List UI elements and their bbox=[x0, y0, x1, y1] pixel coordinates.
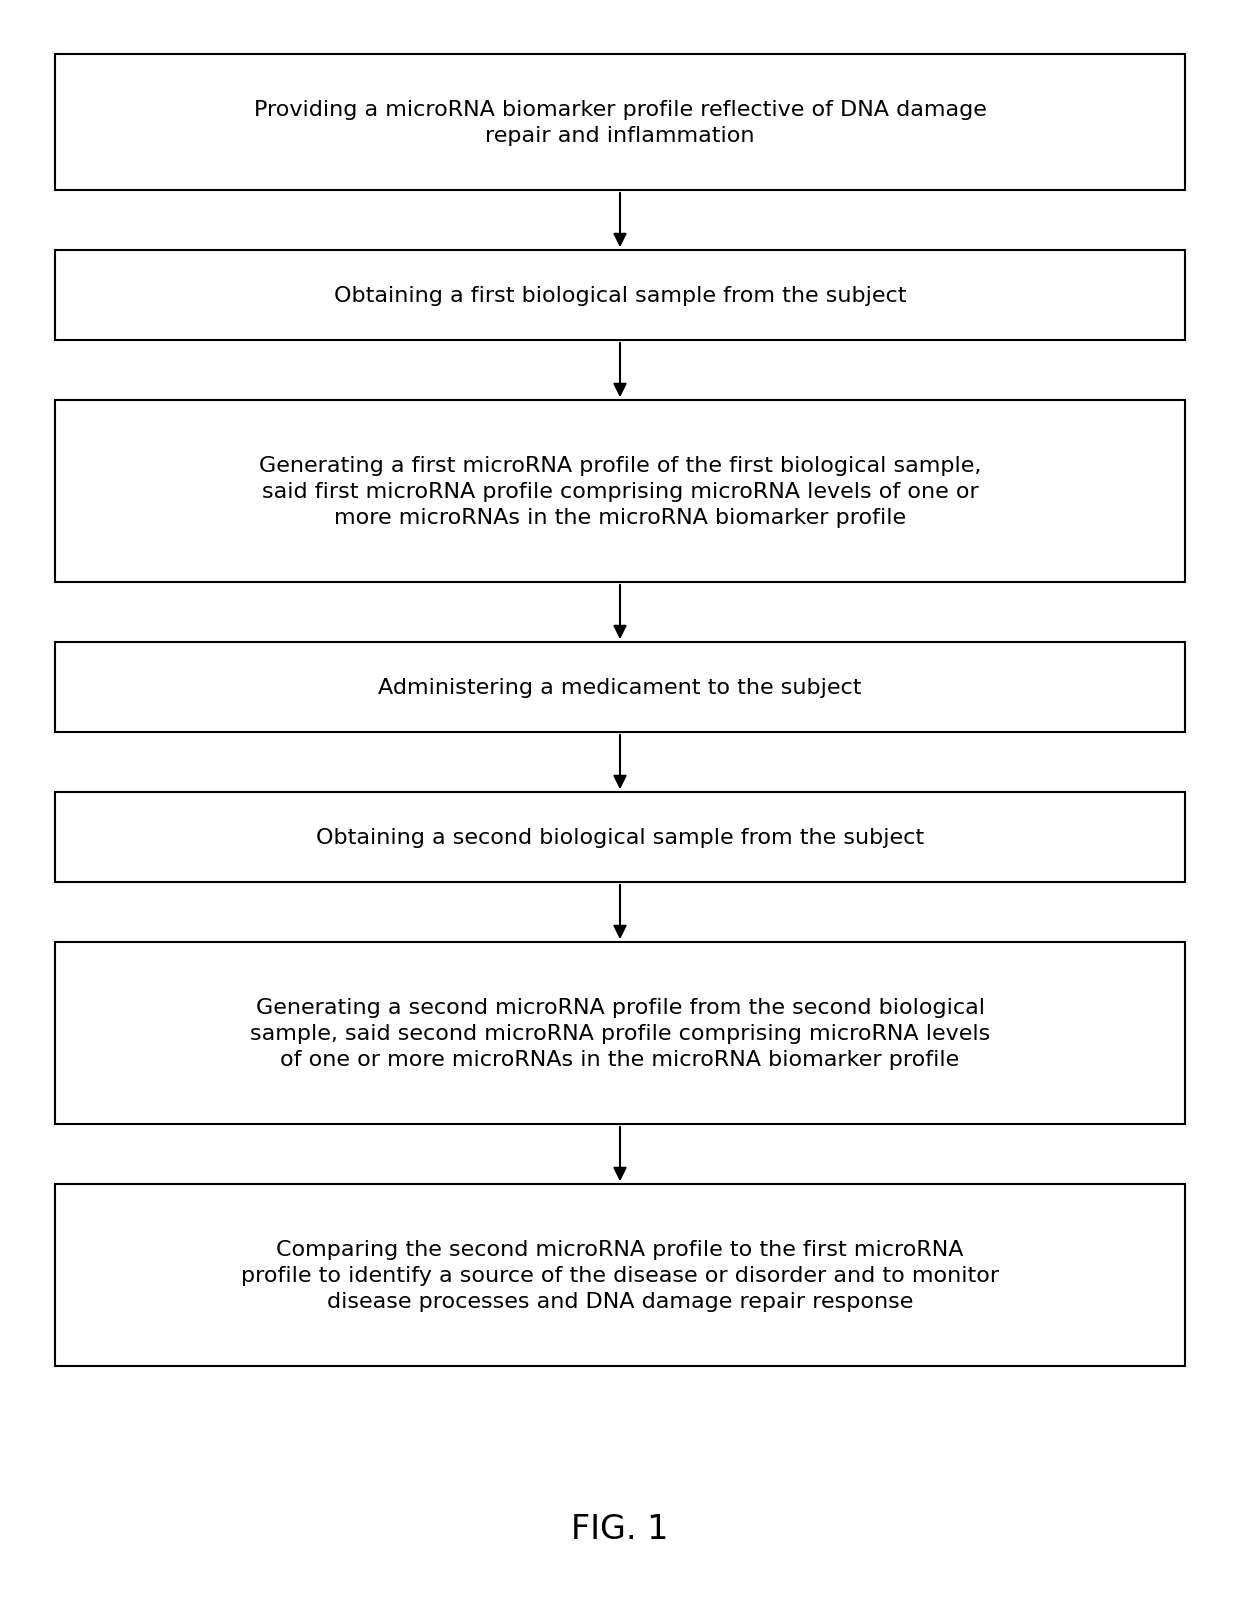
Bar bbox=[55, 793, 1185, 883]
Text: Generating a first microRNA profile of the first biological sample,
said first m: Generating a first microRNA profile of t… bbox=[259, 456, 981, 528]
Bar bbox=[55, 250, 1185, 340]
Bar bbox=[55, 55, 1185, 191]
Text: Obtaining a first biological sample from the subject: Obtaining a first biological sample from… bbox=[334, 286, 906, 307]
Bar bbox=[55, 401, 1185, 583]
Text: Comparing the second microRNA profile to the first microRNA
profile to identify : Comparing the second microRNA profile to… bbox=[241, 1239, 999, 1311]
Text: Providing a microRNA biomarker profile reflective of DNA damage
repair and infla: Providing a microRNA biomarker profile r… bbox=[253, 100, 987, 146]
Bar bbox=[55, 942, 1185, 1124]
Text: Administering a medicament to the subject: Administering a medicament to the subjec… bbox=[378, 677, 862, 698]
Text: Generating a second microRNA profile from the second biological
sample, said sec: Generating a second microRNA profile fro… bbox=[250, 998, 990, 1069]
Bar bbox=[55, 1184, 1185, 1366]
Text: Obtaining a second biological sample from the subject: Obtaining a second biological sample fro… bbox=[316, 828, 924, 847]
Bar bbox=[55, 642, 1185, 732]
Text: FIG. 1: FIG. 1 bbox=[572, 1512, 668, 1546]
